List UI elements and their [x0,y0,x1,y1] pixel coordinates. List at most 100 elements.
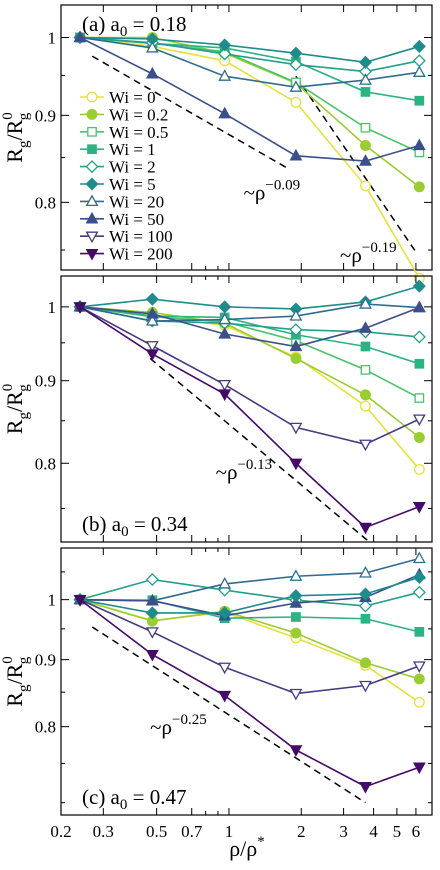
data-point [412,54,426,68]
legend-label: Wi = 2 [109,158,156,177]
legend-label: Wi = 50 [109,210,164,229]
data-point [218,38,232,52]
data-point [218,690,232,703]
data-point [359,781,372,794]
data-point [360,613,371,624]
data-point [218,47,232,61]
x-tick-label: 5 [393,822,402,841]
data-point [413,673,425,685]
data-point [413,696,425,708]
data-point [414,393,425,403]
y-tick-label: 1 [48,591,57,610]
data-point [145,606,159,620]
y-tick-label: 0.8 [35,718,56,737]
data-point [412,65,426,77]
data-point [412,585,426,599]
data-point [290,353,302,364]
panel-b: 0.8 0.9 1 Rg/R0g ~ρ−0.13 (b) a0 = 0.34 [0,275,433,543]
series-line [79,36,420,88]
data-point [145,40,159,53]
y-axis-label: Rg/R0g [0,656,32,706]
legend-marker [85,177,99,191]
data-point [359,154,372,166]
data-point [291,612,301,622]
panel-label: (b) a0 = 0.34 [82,512,188,540]
data-point [412,330,426,344]
data-point [414,627,425,637]
series-line [79,306,420,399]
data-point [412,300,426,313]
legend-item: Wi = 1 [80,140,156,159]
series-wi200 [73,595,426,794]
data-point [413,463,425,475]
panel-label: (c) a0 = 0.47 [82,785,186,813]
legend-item: Wi = 100 [80,227,173,246]
series-line [79,599,420,788]
series-line [79,306,420,446]
data-point [413,432,425,443]
series-wi20 [73,551,426,606]
series-line [79,285,420,310]
legend-item: Wi = 200 [80,245,173,264]
data-point [414,95,425,106]
data-point [73,595,87,607]
data-point [289,80,303,92]
data-point [289,569,303,581]
legend-label: Wi = 0.2 [109,105,168,124]
data-point [218,662,232,675]
power-law-label: ~ρ−0.25 [150,712,207,739]
series-wi50 [73,30,426,166]
data-point [218,379,232,392]
data-point [218,69,232,81]
power-law-label: ~ρ−0.13 [216,457,273,484]
data-point [412,570,426,584]
power-law-label: ~ρ−0.19 [340,240,397,267]
data-point [218,327,232,339]
data-point [145,627,159,639]
data-point [290,96,302,108]
series-line [79,598,420,695]
data-point [289,458,303,471]
data-point [413,181,425,193]
legend-item: Wi = 0.2 [80,105,168,124]
data-point [289,58,303,72]
series-line [79,576,420,614]
series-line [79,578,420,607]
series-wi5 [73,570,426,620]
series-line [80,573,420,617]
data-point [412,661,426,673]
series-wi5 [73,279,426,316]
legend-marker [87,126,97,137]
data-point [145,573,159,587]
data-point [145,349,159,361]
legend-label: Wi = 100 [109,227,173,246]
series-line [80,36,420,64]
data-point [218,389,232,402]
legend-marker [86,108,98,120]
series-line [79,306,420,529]
data-point [360,122,371,133]
data-point [289,323,303,337]
data-point [359,439,372,452]
legend-marker [87,144,97,155]
x-tick-label: 1 [225,822,234,841]
data-point [289,422,303,435]
data-point [360,140,371,151]
series-line [79,36,420,162]
data-point [412,414,426,427]
data-point [359,321,372,333]
data-point [412,138,426,151]
panel-c: 0.8 0.9 1 Rg/R0g ~ρ−0.25 (c) a0 = 0.47 [0,547,433,816]
data-point [358,599,372,613]
data-point [360,657,371,669]
panel-frame [60,275,433,543]
data-point [412,551,426,564]
series-line [80,36,420,188]
legend-item: Wi = 50 [80,210,164,229]
power-law-guide [91,55,288,169]
series-line [79,598,420,680]
series-wi2 [73,573,426,613]
x-tick-label: 0.5 [146,822,167,841]
data-point [359,522,372,535]
